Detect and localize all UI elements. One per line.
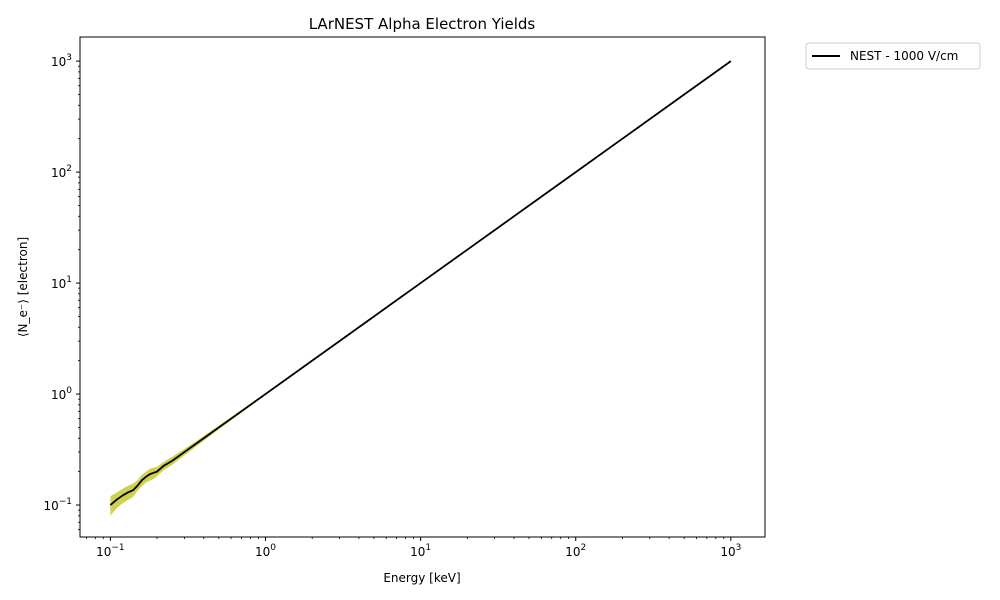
x-tick-label: 102 (565, 543, 586, 559)
plot-area (79, 36, 766, 538)
y-tick-label: 102 (51, 164, 72, 180)
legend-box (805, 42, 981, 70)
x-axis-label: Energy [keV] (383, 571, 460, 585)
x-tick-label: 103 (720, 543, 741, 559)
x-tick-label: 101 (410, 543, 431, 559)
y-axis-label: ⟨N_e⁻⟩ [electron] (16, 237, 30, 337)
axes-frame (79, 36, 766, 538)
chart-title: LArNEST Alpha Electron Yields (309, 15, 536, 33)
y-tick-label: 101 (51, 275, 72, 291)
line-layer (109, 60, 732, 506)
y-tick-label: 10−1 (43, 497, 72, 513)
series-line-0 (109, 60, 732, 506)
x-tick-label: 10−1 (96, 543, 125, 559)
legend-label: NEST - 1000 V/cm (850, 49, 958, 63)
x-axis: 10−1 100 101 102 103 (85, 537, 741, 559)
x-tick-label: 100 (255, 543, 276, 559)
legend: NEST - 1000 V/cm (805, 42, 981, 70)
y-tick-label: 103 (51, 53, 72, 69)
y-tick-label: 100 (51, 386, 72, 402)
y-axis: 10−1 100 101 102 103 (43, 53, 80, 531)
